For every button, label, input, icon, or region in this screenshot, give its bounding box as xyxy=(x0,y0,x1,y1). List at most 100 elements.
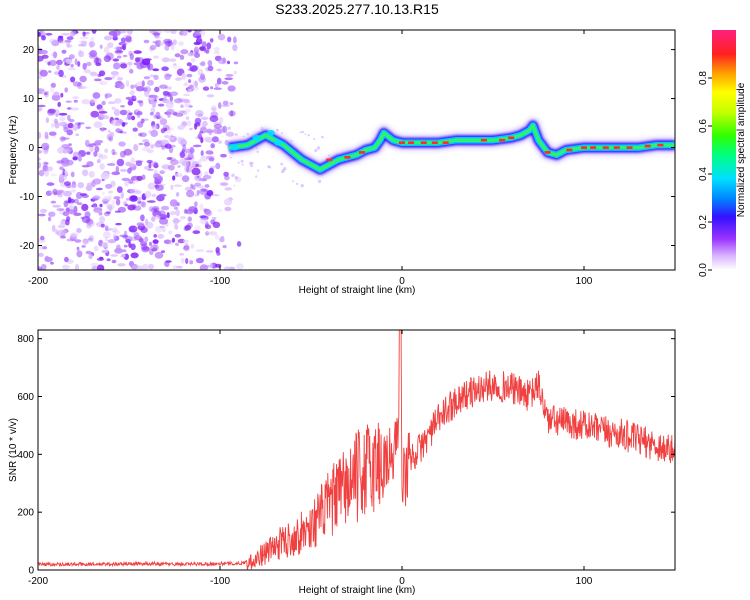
noise-blob xyxy=(200,30,206,37)
noise-blob xyxy=(175,242,179,246)
noise-blob xyxy=(151,193,157,198)
noise-blob xyxy=(121,177,130,182)
noise-blob xyxy=(170,30,177,34)
noise-blob xyxy=(38,107,43,112)
noise-blob xyxy=(39,69,48,77)
noise-blob xyxy=(163,93,172,97)
noise-blob xyxy=(127,167,132,174)
noise-blob xyxy=(62,211,70,217)
noise-blob xyxy=(224,187,232,191)
noise-blob xyxy=(136,222,145,227)
noise-dot xyxy=(231,173,235,177)
noise-blob xyxy=(183,245,190,251)
noise-blob xyxy=(193,41,201,46)
noise-blob xyxy=(204,224,212,230)
noise-blob xyxy=(58,40,67,44)
noise-blob xyxy=(63,175,67,181)
noise-blob xyxy=(77,182,85,189)
noise-blob xyxy=(182,239,189,243)
y-tick-label: -20 xyxy=(20,241,35,252)
noise-blob xyxy=(161,57,170,63)
noise-blob xyxy=(161,145,165,151)
noise-blob xyxy=(45,190,52,196)
noise-blob xyxy=(123,230,128,237)
noise-blob xyxy=(111,106,116,111)
noise-blob xyxy=(150,129,159,137)
noise-blob xyxy=(173,184,183,187)
noise-blob xyxy=(172,265,178,270)
noise-blob xyxy=(133,50,142,54)
noise-blob xyxy=(103,55,112,63)
noise-blob xyxy=(74,58,78,66)
noise-blob xyxy=(216,251,221,256)
y-tick-label: 0 xyxy=(28,143,34,154)
noise-blob xyxy=(81,245,86,248)
noise-blob xyxy=(82,31,86,37)
noise-blob xyxy=(88,253,93,260)
noise-blob xyxy=(146,200,156,203)
noise-blob xyxy=(206,190,214,197)
noise-blob xyxy=(154,86,160,93)
noise-blob xyxy=(202,129,207,134)
noise-blob xyxy=(64,256,69,263)
noise-blob xyxy=(137,132,143,137)
noise-dot xyxy=(249,161,252,165)
noise-blob xyxy=(50,82,56,88)
noise-blob xyxy=(236,241,242,247)
noise-blob xyxy=(182,30,188,36)
noise-blob xyxy=(179,151,186,159)
noise-blob xyxy=(95,57,99,64)
noise-blob xyxy=(183,165,192,173)
noise-blob xyxy=(48,131,57,136)
noise-blob xyxy=(174,172,183,178)
noise-blob xyxy=(164,73,171,81)
noise-blob xyxy=(213,123,222,129)
noise-blob xyxy=(50,173,58,177)
noise-blob xyxy=(191,167,201,176)
noise-blob xyxy=(81,203,89,211)
noise-blob xyxy=(224,139,229,146)
noise-blob xyxy=(144,236,149,243)
noise-blob xyxy=(211,136,219,143)
noise-blob xyxy=(148,263,154,270)
noise-blob xyxy=(106,163,116,166)
noise-blob xyxy=(195,257,204,264)
noise-blob xyxy=(138,265,144,270)
noise-blob xyxy=(98,111,108,114)
noise-blob xyxy=(152,247,158,252)
noise-blob xyxy=(90,36,95,42)
noise-blob xyxy=(154,36,162,40)
noise-blob xyxy=(211,217,217,220)
ridge-peak xyxy=(581,146,587,149)
noise-blob xyxy=(176,265,183,269)
noise-blob xyxy=(163,38,173,44)
noise-blob xyxy=(136,111,143,116)
noise-blob xyxy=(193,30,203,33)
noise-blob xyxy=(50,87,55,93)
noise-blob xyxy=(55,113,59,118)
noise-blob xyxy=(186,120,192,127)
noise-blob xyxy=(158,193,167,197)
noise-blob xyxy=(187,30,192,33)
noise-blob xyxy=(117,77,123,81)
noise-blob xyxy=(67,122,74,129)
noise-blob xyxy=(101,100,106,106)
noise-blob xyxy=(129,68,134,74)
noise-blob xyxy=(185,258,189,264)
noise-blob xyxy=(162,228,166,233)
noise-blob xyxy=(114,247,124,254)
noise-blob xyxy=(155,111,161,120)
noise-blob xyxy=(104,148,108,154)
noise-blob xyxy=(121,253,126,258)
noise-blob xyxy=(187,152,194,160)
noise-blob xyxy=(68,198,75,204)
noise-blob xyxy=(193,46,199,54)
noise-blob xyxy=(199,122,204,129)
noise-blob xyxy=(94,210,103,213)
noise-blob xyxy=(60,92,64,98)
noise-blob xyxy=(78,86,87,89)
noise-blob xyxy=(187,52,195,57)
noise-blob xyxy=(148,94,158,98)
noise-blob xyxy=(200,126,207,134)
